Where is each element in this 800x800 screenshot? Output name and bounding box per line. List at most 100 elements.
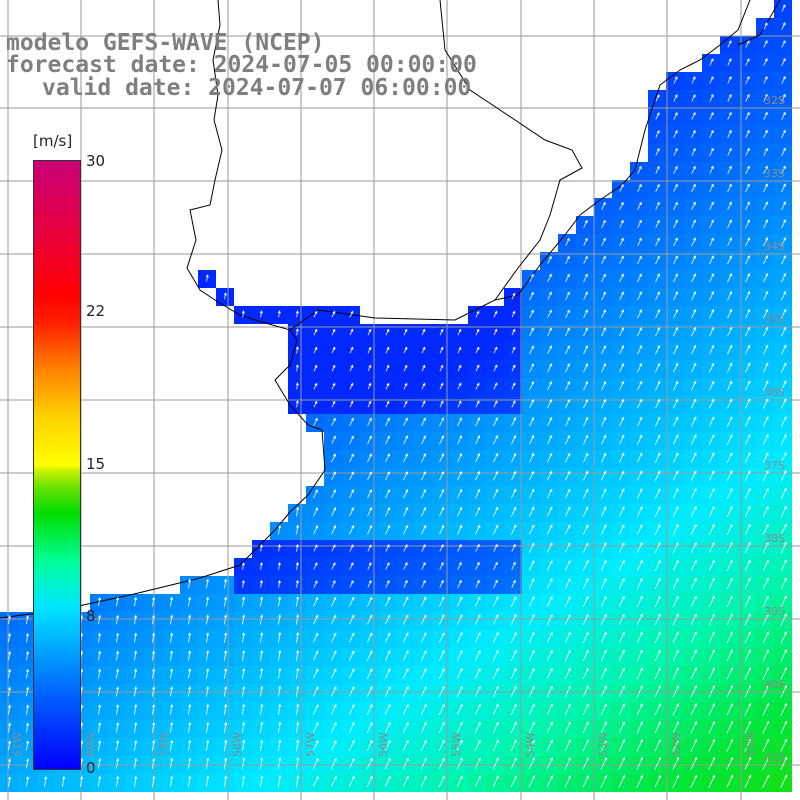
wind-arrow (367, 544, 372, 552)
wind-arrow (673, 112, 678, 120)
wind-arrow (493, 452, 499, 463)
wind-arrow (259, 544, 263, 552)
longitude-label: 55W (450, 732, 463, 757)
wind-arrow (206, 775, 210, 788)
wind-arrow (780, 559, 787, 572)
wind-arrow (618, 613, 625, 626)
wind-arrow (330, 650, 337, 661)
wind-arrow (366, 757, 373, 770)
wind-arrow (367, 364, 372, 372)
wind-arrow (188, 775, 192, 788)
wind-arrow (565, 255, 570, 264)
wind-arrow (296, 632, 300, 643)
wind-arrow (421, 400, 426, 408)
wind-arrow (206, 686, 210, 697)
wind-arrow (474, 614, 481, 625)
wind-arrow (8, 740, 12, 751)
wind-arrow (529, 488, 535, 499)
wind-arrow (636, 595, 643, 608)
wind-arrow (134, 686, 138, 697)
wind-arrow (637, 273, 642, 283)
wind-arrow (492, 649, 499, 661)
wind-arrow (278, 649, 282, 661)
longitude-label: 60W (84, 732, 97, 757)
wind-arrow (420, 685, 427, 697)
wind-arrow (331, 614, 337, 625)
wind-arrow (547, 399, 553, 409)
wind-arrow (188, 703, 192, 715)
wind-arrow (763, 237, 768, 247)
wind-arrow (170, 650, 174, 661)
wind-arrow (673, 309, 679, 319)
wind-arrow (727, 290, 733, 301)
wind-arrow (206, 614, 210, 625)
wind-arrow (366, 704, 373, 715)
wind-arrow (762, 774, 770, 788)
wind-arrow (600, 595, 607, 608)
wind-arrow (330, 632, 337, 643)
wind-arrow (313, 596, 319, 607)
wind-arrow (492, 524, 499, 535)
wind-arrow (726, 649, 733, 662)
wind-arrow (26, 740, 30, 751)
wind-arrow (134, 775, 138, 787)
latitude-label: 39S (764, 605, 785, 618)
wind-arrow (313, 400, 318, 408)
wind-arrow (439, 453, 445, 463)
wind-arrow (745, 40, 750, 48)
wind-arrow (349, 525, 355, 535)
wind-arrow (402, 721, 409, 734)
wind-arrow (438, 739, 445, 752)
wind-arrow (546, 703, 553, 716)
wind-arrow (601, 416, 607, 427)
wind-arrow (583, 345, 588, 355)
wind-arrow (296, 721, 300, 734)
wind-arrow (763, 201, 768, 211)
wind-arrow (348, 739, 355, 751)
wind-arrow (619, 327, 624, 337)
latitude-label: 37S (764, 459, 785, 472)
wind-arrow (637, 219, 642, 228)
wind-arrow (619, 398, 625, 409)
wind-arrow (492, 685, 499, 698)
wind-arrow (762, 523, 769, 536)
wind-arrow (349, 382, 354, 390)
wind-arrow (242, 614, 246, 625)
wind-arrow (726, 774, 734, 788)
wind-arrow (403, 562, 408, 570)
wind-arrow (673, 326, 679, 337)
wind-arrow (546, 721, 553, 734)
wind-arrow (690, 774, 698, 788)
wind-arrow (349, 364, 354, 372)
wind-arrow (708, 577, 715, 590)
wind-arrow (654, 506, 661, 517)
wind-arrow (170, 704, 174, 715)
wind-arrow (726, 434, 733, 445)
wind-arrow (619, 362, 625, 373)
wind-arrow (385, 524, 391, 535)
wind-arrow (600, 542, 607, 553)
wind-arrow (673, 344, 679, 355)
wind-arrow (384, 632, 391, 643)
wind-arrow (709, 94, 714, 102)
wind-arrow (690, 649, 697, 662)
wind-arrow (384, 668, 391, 679)
wind-arrow (8, 722, 12, 733)
wind-arrow (403, 364, 408, 372)
wind-arrow (583, 309, 588, 319)
wind-arrow (313, 525, 319, 535)
wind-arrow (493, 561, 498, 570)
wind-arrow (402, 739, 409, 752)
wind-arrow (727, 273, 733, 283)
wind-arrow (260, 650, 264, 661)
wind-arrow (673, 147, 678, 156)
wind-arrow (547, 470, 553, 481)
wind-arrow (528, 685, 535, 698)
wind-arrow (278, 614, 282, 625)
wind-arrow (421, 364, 426, 372)
wind-arrow (152, 632, 156, 643)
wind-arrow (726, 667, 733, 680)
wind-arrow (726, 488, 733, 499)
wind-arrow (672, 541, 679, 553)
wind-arrow (690, 738, 698, 752)
